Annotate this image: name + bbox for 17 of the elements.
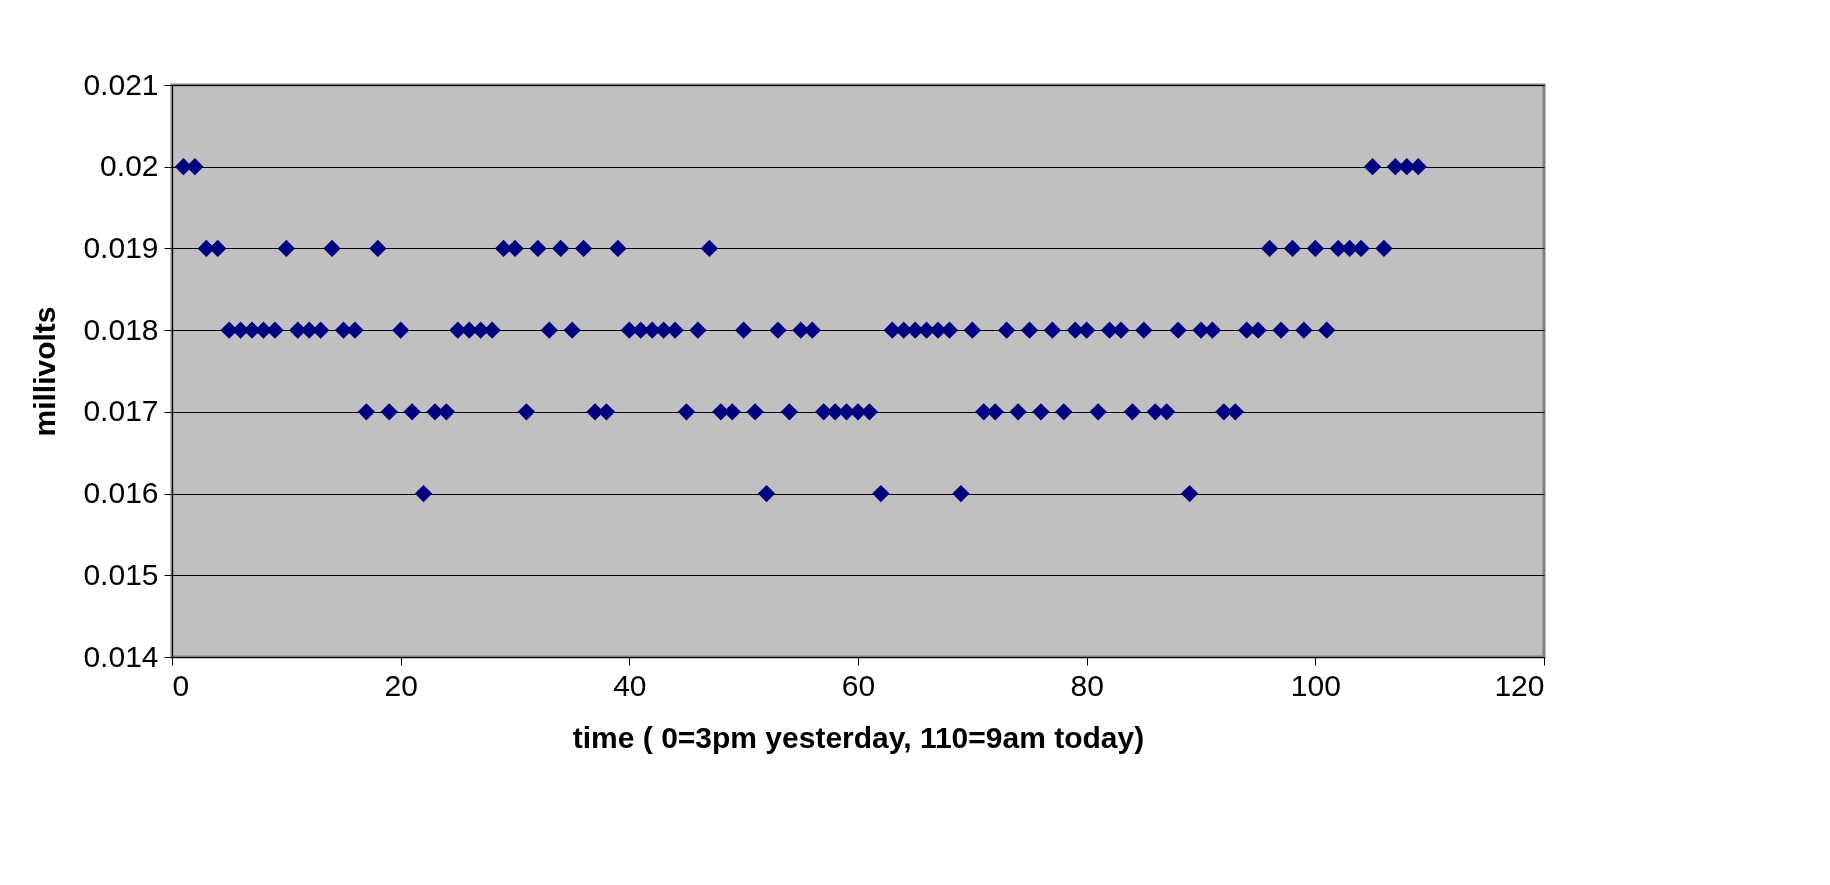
y-tick-label: 0.02: [100, 149, 159, 183]
x-tick-label: 20: [384, 668, 418, 702]
x-tick-label: 40: [613, 668, 647, 702]
x-tick-label: 60: [841, 668, 876, 702]
y-tick-label: 0.014: [83, 639, 159, 673]
y-tick-label: 0.018: [83, 312, 159, 346]
y-tick-label: 0.017: [83, 394, 159, 428]
y-axis-title: millivolts: [28, 306, 62, 437]
y-tick-label: 0.021: [83, 67, 159, 101]
x-tick-label: 80: [1070, 668, 1104, 702]
x-axis-title: time ( 0=3pm yesterday, 110=9am today): [572, 720, 1145, 754]
x-tick-label: 120: [1494, 668, 1545, 702]
y-tick-label: 0.015: [83, 557, 159, 591]
y-tick-label: 0.019: [83, 230, 159, 264]
y-tick-label: 0.016: [83, 476, 159, 510]
x-tick-label: 0: [172, 668, 190, 702]
x-tick-label: 100: [1290, 668, 1341, 702]
